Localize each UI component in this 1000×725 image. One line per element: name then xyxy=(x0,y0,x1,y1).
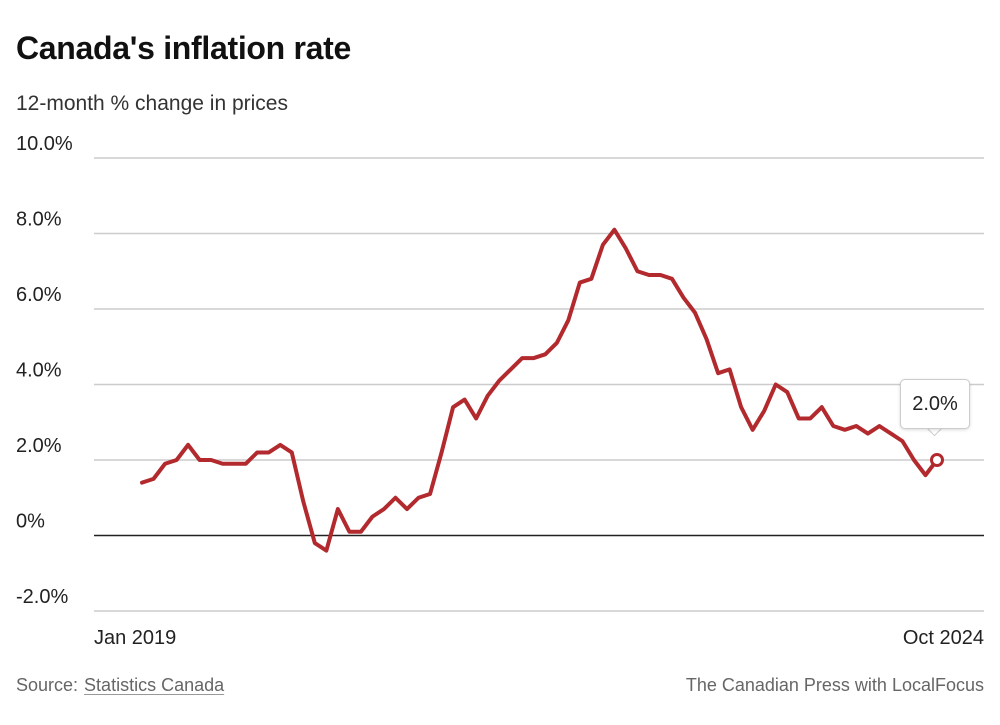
source-label: Source: xyxy=(16,675,79,695)
chart-subtitle: 12-month % change in prices xyxy=(16,92,288,115)
y-tick-label: 8.0% xyxy=(16,209,62,231)
source-link[interactable]: Statistics Canada xyxy=(84,675,225,695)
chart-title: Canada's inflation rate xyxy=(16,30,352,66)
last-point-marker[interactable] xyxy=(930,453,944,467)
series-line-inflation xyxy=(140,227,939,553)
y-tick-label: 10.0% xyxy=(16,133,73,155)
source-attribution: Source: Statistics Canada xyxy=(16,675,224,696)
value-callout: 2.0% xyxy=(900,379,970,429)
grid-lines xyxy=(94,157,984,612)
y-tick-label: 6.0% xyxy=(16,284,62,306)
y-tick-label: 2.0% xyxy=(16,435,62,457)
y-tick-label: 4.0% xyxy=(16,360,62,382)
y-axis-tick-labels: -2.0% 0% 2.0% 4.0% 6.0% 8.0% 10.0% xyxy=(16,133,73,608)
x-axis-tick-labels: Jan 2019 Oct 2024 xyxy=(94,627,984,649)
y-tick-label: -2.0% xyxy=(16,586,68,608)
x-tick-label-end: Oct 2024 xyxy=(903,627,984,649)
y-tick-label: 0% xyxy=(16,511,45,533)
credit-text: The Canadian Press with LocalFocus xyxy=(685,675,984,695)
x-tick-label-start: Jan 2019 xyxy=(94,627,176,649)
